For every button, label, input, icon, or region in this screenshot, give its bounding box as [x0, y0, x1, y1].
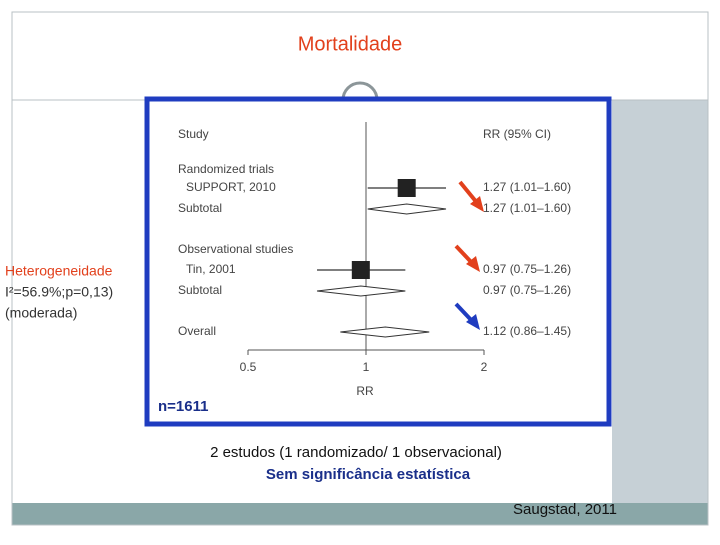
heterogeneity: Heterogeneidade: [5, 263, 113, 279]
value-label: 0.97 (0.75–1.26): [483, 283, 571, 297]
plot-frame: [144, 96, 612, 427]
value-label: 1.27 (1.01–1.60): [483, 180, 571, 194]
sample-size: n=1611: [158, 398, 208, 415]
value-label: 1.27 (1.01–1.60): [483, 201, 571, 215]
source: Saugstad, 2011: [513, 501, 617, 518]
arrow-head: [470, 196, 484, 212]
point-estimate: [397, 179, 416, 197]
x-tick-label: 1: [363, 360, 370, 374]
column-header: Study: [178, 127, 209, 141]
side-panel: [612, 100, 708, 503]
value-label: 1.12 (0.86–1.45): [483, 324, 571, 338]
heterogeneity: (moderada): [5, 305, 77, 321]
diamond: [340, 326, 430, 338]
arrow-head: [466, 314, 480, 330]
column-header: RR (95% CI): [483, 127, 551, 141]
row-label: Subtotal: [178, 201, 222, 215]
point-estimate: [351, 261, 370, 279]
x-tick-label: 2: [481, 360, 488, 374]
frame: [11, 11, 709, 526]
title: Mortalidade: [298, 33, 403, 55]
diamond: [316, 285, 406, 297]
heterogeneity: I²=56.9%;p=0,13): [5, 284, 113, 300]
conclusion: Sem significância estatística: [266, 466, 471, 483]
row-label: Subtotal: [178, 283, 222, 297]
x-axis-label: RR: [356, 384, 374, 398]
group-header: Randomized trials: [178, 162, 274, 176]
x-tick-label: 0.5: [240, 360, 257, 374]
row-label: SUPPORT, 2010: [186, 180, 276, 194]
row-label: Tin, 2001: [186, 262, 236, 276]
arrow-head: [466, 256, 480, 272]
row-label: Overall: [178, 324, 216, 338]
value-label: 0.97 (0.75–1.26): [483, 262, 571, 276]
bottom-band: [12, 503, 708, 525]
arrows: [454, 180, 484, 330]
diamond: [367, 203, 447, 215]
summary: 2 estudos (1 randomizado/ 1 observaciona…: [210, 444, 502, 461]
group-header: Observational studies: [178, 242, 293, 256]
